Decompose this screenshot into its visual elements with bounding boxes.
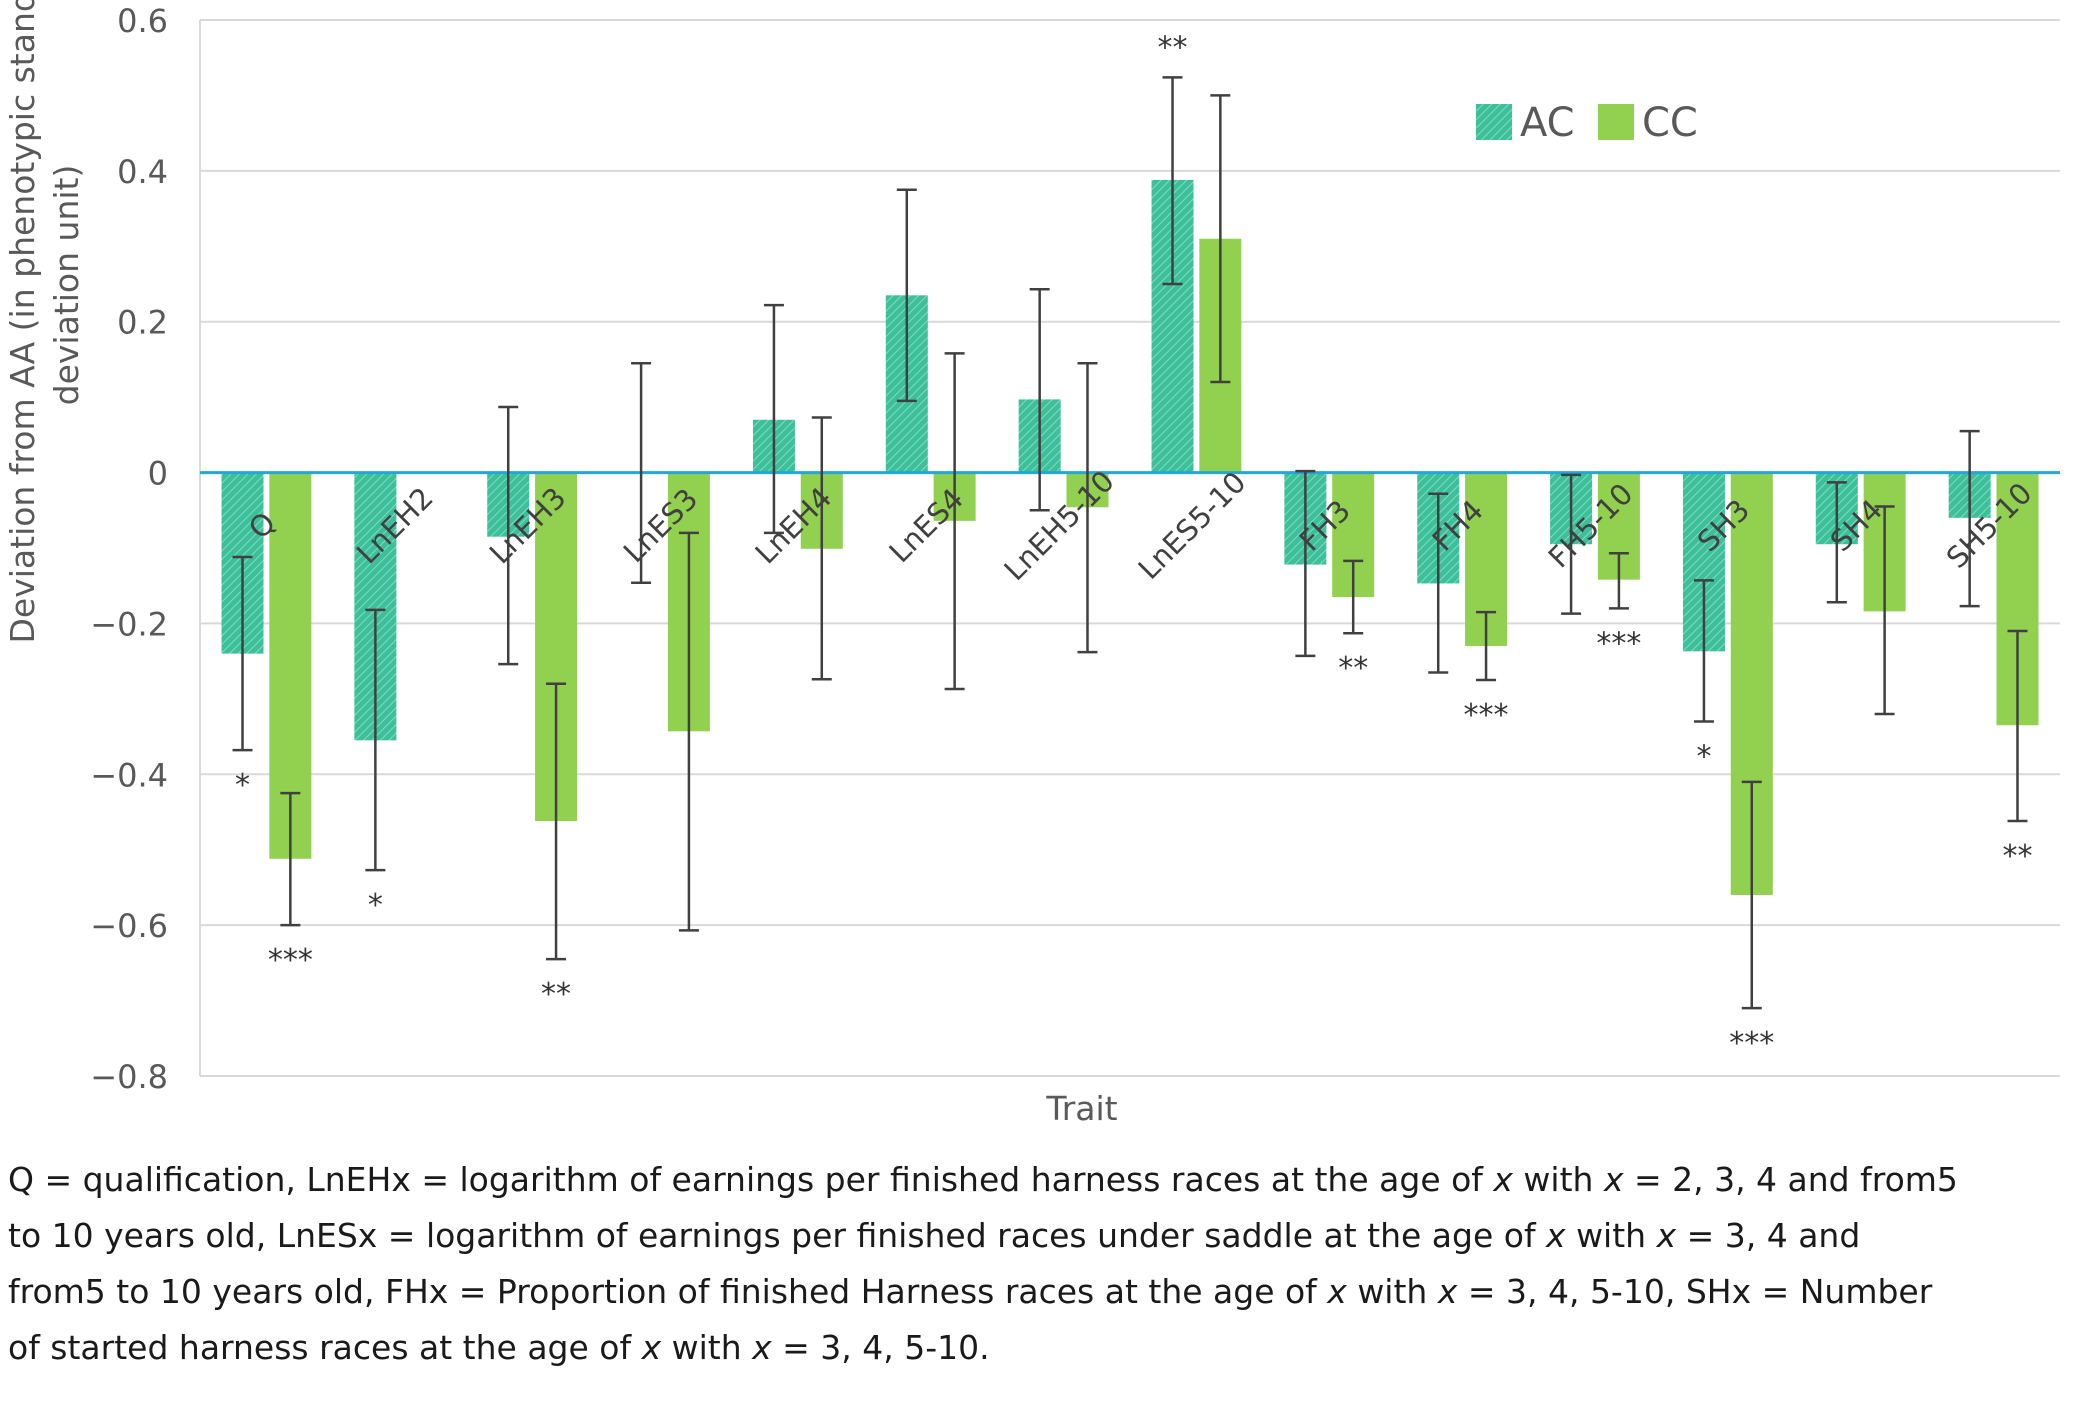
caption-line: from5 to 10 years old, FHx = Proportion … [8,1264,2068,1320]
caption-italic-var: x [1493,1160,1513,1199]
caption-text: Q = qualification, LnEHx = logarithm of … [8,1160,1494,1199]
y-axis-title-line-1: Deviation from AA (in phenotypic standar… [3,0,42,644]
legend: AC CC [1476,100,1698,146]
y-tick-label: −0.2 [90,605,168,643]
caption-italic-var: x [1656,1216,1677,1255]
significance-marker: *** [1464,698,1509,733]
category-label: LnEH5-10 [997,464,1120,587]
caption-text: = 3, 4 and [1676,1216,1861,1255]
caption-text: with [661,1328,753,1367]
caption-text: = 2, 3, 4 and from5 [1623,1160,1958,1199]
caption-italic-var: x [641,1328,662,1367]
significance-markers: *********************** [235,30,2032,1061]
y-tick-label: −0.6 [90,907,168,945]
y-axis-title: Deviation from AA (in phenotypic standar… [3,0,86,644]
caption-line: of started harness races at the age of x… [8,1320,2068,1376]
significance-marker: * [235,768,250,803]
significance-marker: ** [1338,651,1368,686]
caption-italic-var: x [752,1328,772,1367]
caption-text: with [1512,1160,1604,1199]
caption-italic-var: x [1546,1216,1566,1255]
error-bars [232,76,2028,1010]
caption-text: to 10 years old, LnESx = logarithm of ea… [8,1216,1547,1255]
caption-line: Q = qualification, LnEHx = logarithm of … [8,1152,2068,1208]
y-tick-label: 0 [148,455,168,493]
category-label: LnES4 [883,482,970,569]
caption-text: from5 to 10 years old, FHx = Proportion … [8,1272,1328,1311]
x-axis-title: Trait [1045,1089,1117,1128]
y-tick-label: 0.4 [117,153,168,191]
caption-text: = 3, 4, 5-10. [771,1328,990,1367]
y-tick-label: −0.8 [90,1058,168,1096]
significance-marker: *** [268,943,313,978]
y-tick-label: 0.6 [117,2,168,40]
category-label: LnES5-10 [1132,465,1253,586]
y-tick-label: −0.4 [90,756,168,794]
caption-text: of started harness races at the age of [8,1328,642,1367]
y-tick-label: 0.2 [117,304,168,342]
bars [221,179,2039,895]
significance-marker: * [368,888,383,923]
caption-line: to 10 years old, LnESx = logarithm of ea… [8,1208,2068,1264]
caption-text: with [1565,1216,1657,1255]
caption-italic-var: x [1327,1272,1347,1311]
legend-label-cc: CC [1642,100,1698,146]
caption-text: = 3, 4, 5-10, SHx = Number [1457,1272,1933,1311]
significance-marker: ** [541,977,571,1012]
figure-caption: Q = qualification, LnEHx = logarithm of … [8,1152,2068,1376]
legend-swatch-ac [1476,104,1512,140]
significance-marker: ** [2002,839,2032,874]
y-axis-title-line-2: deviation unit) [47,165,86,406]
significance-marker: *** [1729,1026,1774,1061]
caption-text: with [1346,1272,1438,1311]
significance-marker: * [1696,739,1711,774]
legend-label-ac: AC [1520,100,1575,146]
caption-italic-var: x [1603,1160,1624,1199]
significance-marker: ** [1158,30,1188,65]
legend-swatch-cc [1598,104,1634,140]
caption-italic-var: x [1437,1272,1458,1311]
y-tick-labels: 0.6 0.4 0.2 0 −0.2 −0.4 −0.6 −0.8 [90,2,168,1096]
bar-chart: Q LnEH2 LnEH3 LnES3 LnEH4 LnES4 LnEH5-10 LnES5-… [3,0,2060,1128]
significance-marker: *** [1596,626,1641,661]
gridlines [199,19,2060,1077]
